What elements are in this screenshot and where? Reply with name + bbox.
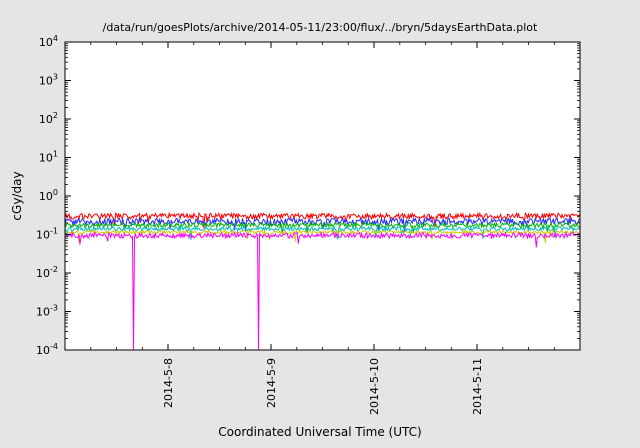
svg-text:10-4: 10-4 (36, 342, 58, 357)
svg-text:102: 102 (39, 111, 58, 126)
svg-text:2014-5-8: 2014-5-8 (162, 358, 175, 408)
svg-text:10-1: 10-1 (36, 227, 58, 242)
svg-text:10-2: 10-2 (36, 265, 58, 280)
svg-text:103: 103 (39, 73, 58, 88)
svg-text:10-3: 10-3 (36, 304, 58, 319)
svg-text:2014-5-9: 2014-5-9 (265, 358, 278, 408)
x-axis-label: Coordinated Universal Time (UTC) (218, 425, 422, 439)
svg-text:104: 104 (39, 34, 58, 49)
svg-text:101: 101 (39, 150, 58, 165)
svg-text:2014-5-10: 2014-5-10 (368, 358, 381, 415)
svg-text:2014-5-11: 2014-5-11 (471, 358, 484, 415)
plot-title: /data/run/goesPlots/archive/2014-05-11/2… (102, 21, 538, 34)
svg-text:100: 100 (39, 188, 58, 203)
